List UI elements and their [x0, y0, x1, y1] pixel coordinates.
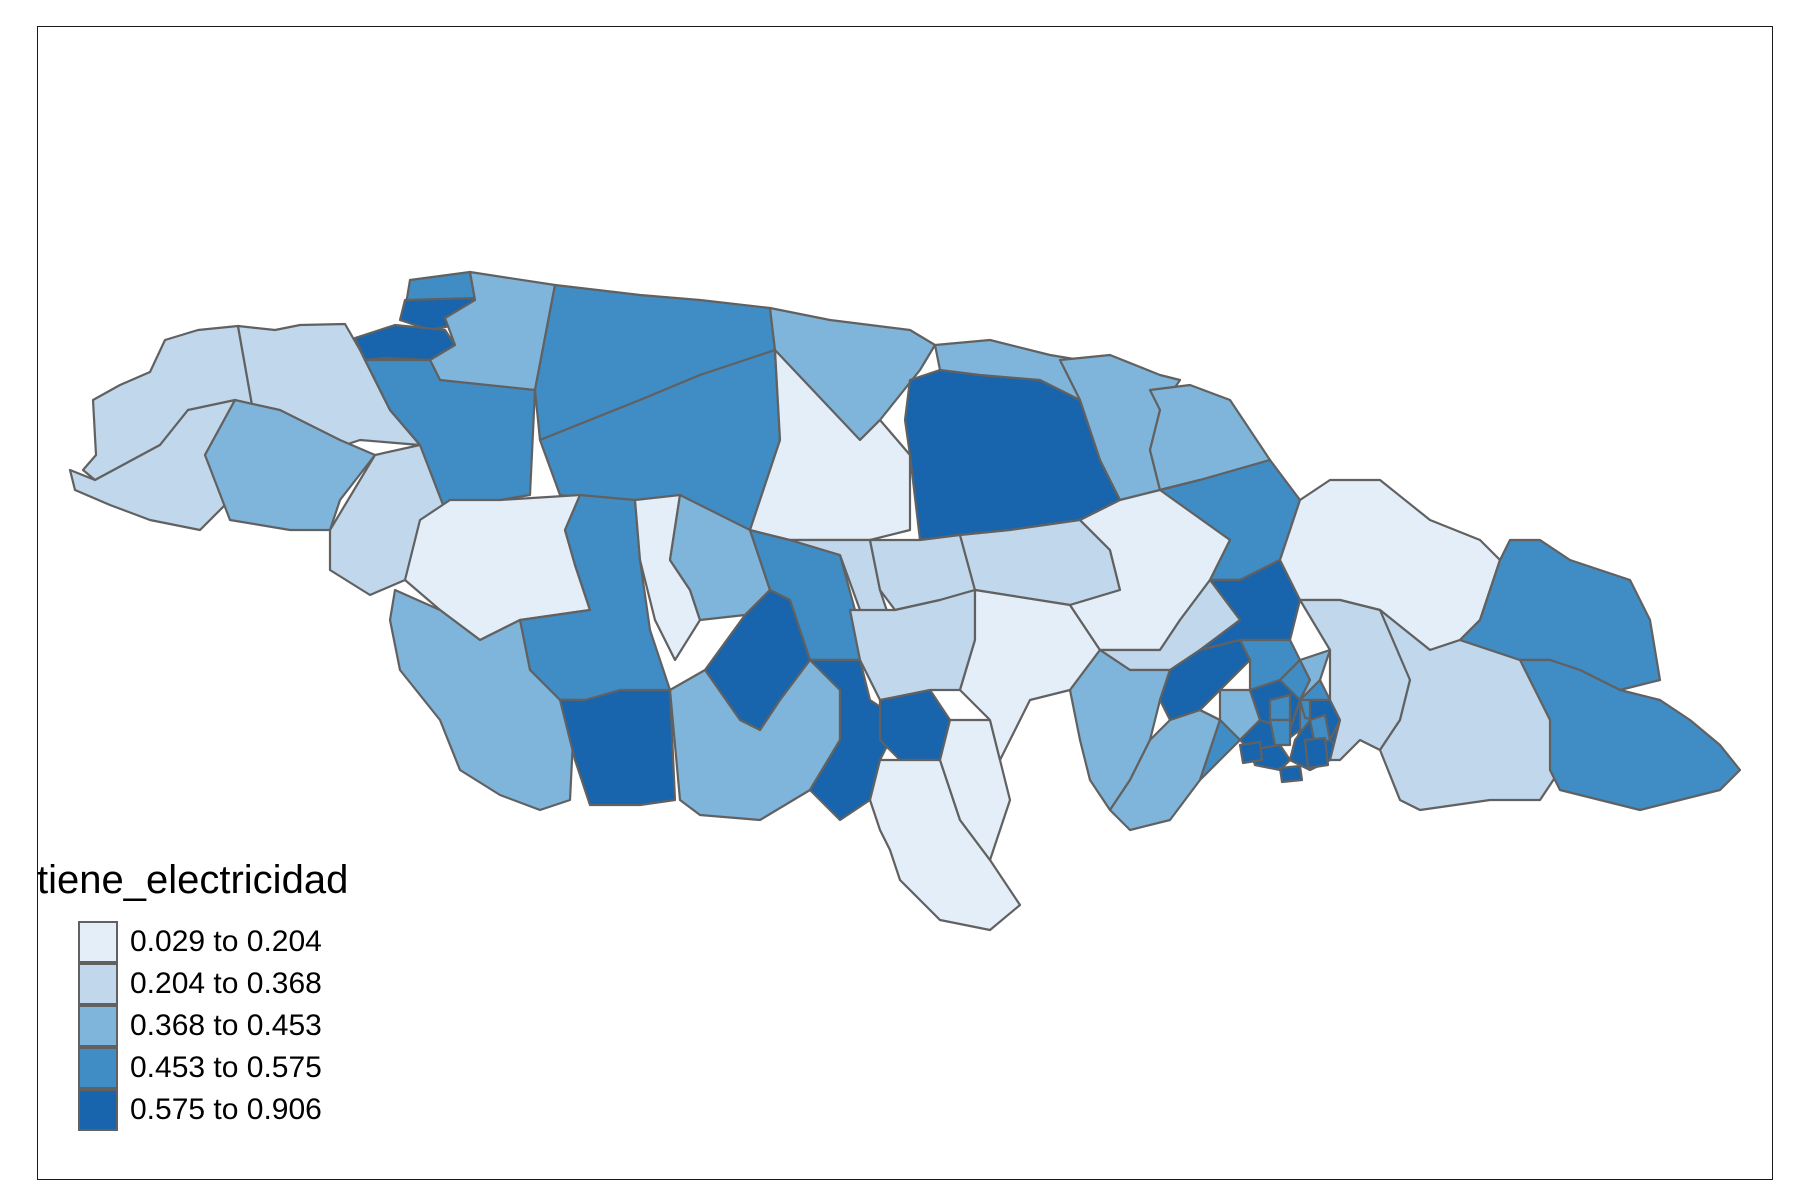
legend-label: 0.204 to 0.368: [130, 967, 322, 1000]
legend-swatch: [78, 1005, 118, 1047]
legend-item: 0.575 to 0.906: [78, 1089, 322, 1131]
region: [748, 348, 912, 542]
region: [1238, 740, 1264, 765]
region: [1268, 693, 1292, 722]
legend-item: 0.368 to 0.453: [78, 1005, 322, 1047]
region: [1518, 658, 1742, 812]
legend-swatch: [78, 1047, 118, 1089]
legend-label: 0.368 to 0.453: [130, 1009, 322, 1042]
region: [1303, 736, 1330, 770]
region: [868, 758, 1022, 932]
legend-item: 0.204 to 0.368: [78, 963, 322, 1005]
legend-label: 0.453 to 0.575: [130, 1051, 322, 1084]
region: [878, 688, 952, 762]
region: [1268, 718, 1292, 747]
legend-label: 0.575 to 0.906: [130, 1093, 322, 1126]
region: [1278, 764, 1304, 784]
region: [558, 688, 677, 807]
legend-title: tiene_electricidad: [37, 858, 349, 902]
region: [363, 358, 537, 512]
region: [1198, 708, 1242, 782]
region: [388, 588, 577, 812]
legend-label: 0.029 to 0.204: [130, 925, 322, 958]
region: [938, 718, 1012, 862]
legend-item: 0.029 to 0.204: [78, 921, 322, 963]
legend-swatch: [78, 921, 118, 963]
legend-swatch: [78, 1089, 118, 1131]
legend-item: 0.453 to 0.575: [78, 1047, 322, 1089]
region: [203, 398, 377, 532]
legend-swatch: [78, 963, 118, 1005]
